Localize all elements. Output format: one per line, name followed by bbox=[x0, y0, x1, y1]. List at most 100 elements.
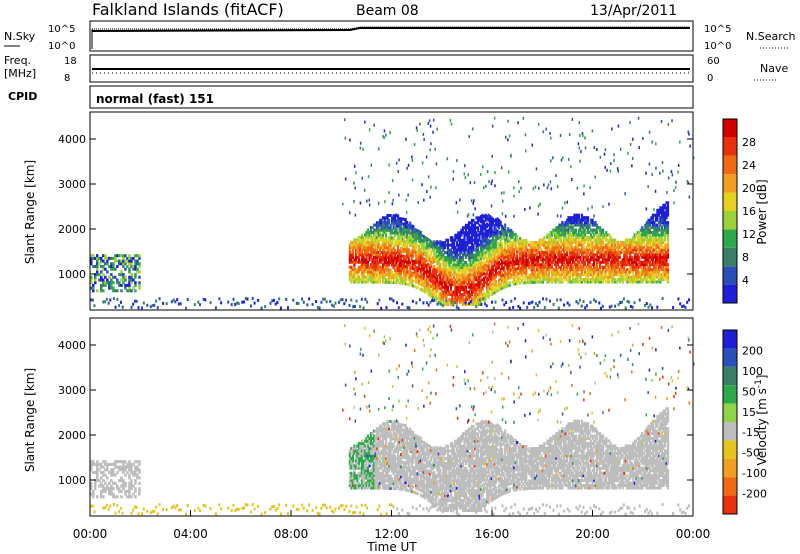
power-cell bbox=[412, 237, 415, 241]
power-cell bbox=[558, 253, 561, 257]
power-cell bbox=[385, 238, 388, 242]
power-cell bbox=[292, 298, 295, 302]
power-cell bbox=[492, 289, 495, 293]
power-cell bbox=[388, 248, 391, 252]
power-cell bbox=[486, 222, 489, 226]
power-cell bbox=[502, 256, 505, 260]
power-cell bbox=[472, 290, 475, 294]
power-cell bbox=[490, 226, 493, 230]
power-cell bbox=[397, 244, 400, 248]
power-cell bbox=[522, 244, 525, 248]
power-cell bbox=[555, 270, 558, 274]
power-cell bbox=[568, 253, 572, 257]
power-cell bbox=[499, 220, 502, 224]
power-cell bbox=[146, 303, 149, 307]
power-cell bbox=[395, 261, 398, 265]
power-cell bbox=[653, 278, 656, 282]
power-cell bbox=[439, 292, 442, 296]
power-cell bbox=[585, 275, 588, 279]
power-cell bbox=[641, 233, 644, 237]
power-cell bbox=[523, 271, 526, 275]
power-cell bbox=[475, 270, 478, 274]
power-cell bbox=[580, 250, 584, 254]
power-cell bbox=[663, 231, 667, 234]
power-cell bbox=[608, 275, 611, 279]
power-cell bbox=[492, 259, 495, 263]
power-cell bbox=[472, 283, 475, 287]
power-cell bbox=[647, 231, 650, 234]
power-cell bbox=[645, 263, 648, 267]
power-cell bbox=[92, 286, 95, 290]
power-cell bbox=[132, 267, 135, 271]
power-cell bbox=[394, 251, 397, 255]
power-cell bbox=[325, 300, 328, 304]
power-cell bbox=[418, 249, 421, 253]
power-cell bbox=[391, 271, 394, 274]
power-cell bbox=[102, 278, 105, 282]
power-cell bbox=[416, 281, 419, 285]
power-cell bbox=[419, 250, 422, 254]
power-cell bbox=[350, 265, 353, 269]
power-cell bbox=[362, 280, 365, 284]
power-cell bbox=[368, 275, 371, 279]
power-cell bbox=[356, 250, 359, 254]
power-cell bbox=[522, 264, 525, 267]
power-cell bbox=[369, 228, 373, 232]
power-cell bbox=[422, 269, 425, 273]
power-cell bbox=[626, 260, 629, 264]
power-cell bbox=[368, 231, 371, 234]
power-cell bbox=[339, 298, 342, 302]
power-cell bbox=[576, 270, 579, 274]
power-cell bbox=[422, 264, 425, 268]
power-cell bbox=[460, 300, 463, 304]
power-cell bbox=[445, 280, 448, 284]
power-cell bbox=[537, 273, 540, 277]
power-cell bbox=[489, 272, 492, 276]
power-cell bbox=[353, 245, 356, 249]
power-cell bbox=[363, 260, 367, 264]
power-cell bbox=[410, 244, 413, 248]
power-cell bbox=[457, 246, 460, 250]
power-cell bbox=[430, 245, 433, 249]
power-cell bbox=[648, 221, 651, 225]
power-cell bbox=[412, 252, 415, 256]
power-cell bbox=[528, 278, 531, 282]
power-cell bbox=[660, 268, 663, 272]
power-cell bbox=[588, 278, 591, 282]
power-cell bbox=[418, 298, 421, 302]
power-cell bbox=[571, 268, 575, 272]
power-cell bbox=[473, 253, 477, 257]
power-cell bbox=[532, 187, 535, 191]
power-cell bbox=[535, 268, 538, 272]
power-cell bbox=[657, 226, 660, 230]
power-cell bbox=[102, 273, 105, 277]
power-cell bbox=[369, 255, 373, 259]
power-cell bbox=[606, 255, 609, 259]
power-cell bbox=[377, 250, 380, 254]
power-cell bbox=[120, 259, 123, 263]
power-cell bbox=[440, 293, 443, 297]
power-cell bbox=[579, 233, 582, 237]
power-cell bbox=[565, 231, 569, 234]
power-cell bbox=[475, 216, 478, 220]
power-cell bbox=[665, 226, 668, 230]
power-cell bbox=[350, 275, 353, 279]
power-cell bbox=[504, 285, 507, 289]
power-cell bbox=[505, 272, 508, 276]
power-cell bbox=[476, 251, 480, 255]
power-cell bbox=[519, 247, 522, 250]
power-cell bbox=[546, 248, 549, 252]
power-cell bbox=[391, 261, 394, 265]
power-cell bbox=[431, 241, 434, 245]
power-cell bbox=[605, 238, 608, 242]
power-cell bbox=[593, 233, 596, 237]
power-cell bbox=[642, 253, 645, 257]
power-cell bbox=[547, 243, 550, 247]
power-cell bbox=[502, 229, 505, 233]
power-cell bbox=[481, 273, 484, 277]
power-cell bbox=[350, 270, 353, 274]
power-cell bbox=[467, 241, 471, 245]
power-cell bbox=[359, 265, 362, 269]
power-cell bbox=[514, 282, 517, 286]
power-cell bbox=[657, 208, 660, 212]
